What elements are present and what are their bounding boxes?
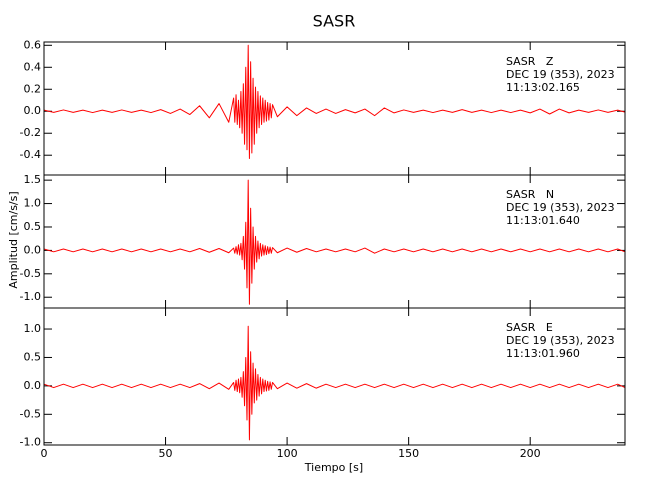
- y-tick-label: 0.4: [24, 60, 42, 73]
- x-tick-label: 0: [41, 447, 48, 460]
- station-annotation: SASR N: [506, 188, 554, 201]
- y-tick-label: 1.0: [24, 197, 42, 210]
- station-annotation: DEC 19 (353), 2023: [506, 201, 615, 214]
- y-tick-label: 0.5: [24, 350, 42, 363]
- y-tick-label: 0.6: [24, 38, 42, 51]
- waveform: [43, 179, 626, 305]
- station-annotation: SASR E: [506, 321, 553, 334]
- y-tick-label: 1.0: [24, 322, 42, 335]
- y-tick-label: 0.0: [24, 379, 42, 392]
- x-tick-label: 100: [277, 447, 298, 460]
- y-tick-label: -0.2: [20, 126, 41, 139]
- x-axis-label: Tiempo [s]: [304, 461, 363, 474]
- y-tick-label: -1.0: [20, 436, 41, 449]
- station-annotation: DEC 19 (353), 2023: [506, 68, 615, 81]
- y-tick-label: -0.5: [20, 407, 41, 420]
- y-tick-label: 0.0: [24, 104, 42, 117]
- chart-title: SASR: [313, 12, 356, 31]
- x-tick-label: 50: [159, 447, 173, 460]
- station-annotation: 11:13:01.640: [506, 214, 580, 227]
- waveform: [43, 44, 626, 160]
- station-annotation: DEC 19 (353), 2023: [506, 334, 615, 347]
- y-tick-label: 0.0: [24, 243, 42, 256]
- y-tick-label: 1.5: [24, 173, 42, 186]
- y-tick-label: 0.5: [24, 220, 42, 233]
- x-tick-label: 200: [520, 447, 541, 460]
- y-tick-label: -0.5: [20, 267, 41, 280]
- y-tick-label: -0.4: [20, 148, 41, 161]
- y-tick-label: 0.2: [24, 82, 42, 95]
- y-tick-label: -1.0: [20, 290, 41, 303]
- station-annotation: SASR Z: [506, 55, 554, 68]
- waveform: [43, 325, 626, 441]
- station-annotation: 11:13:02.165: [506, 81, 580, 94]
- station-annotation: 11:13:01.960: [506, 347, 580, 360]
- x-tick-label: 150: [398, 447, 419, 460]
- y-axis-label: Amplitud [cm/s/s]: [7, 191, 20, 288]
- panel-frame: [43, 307, 626, 446]
